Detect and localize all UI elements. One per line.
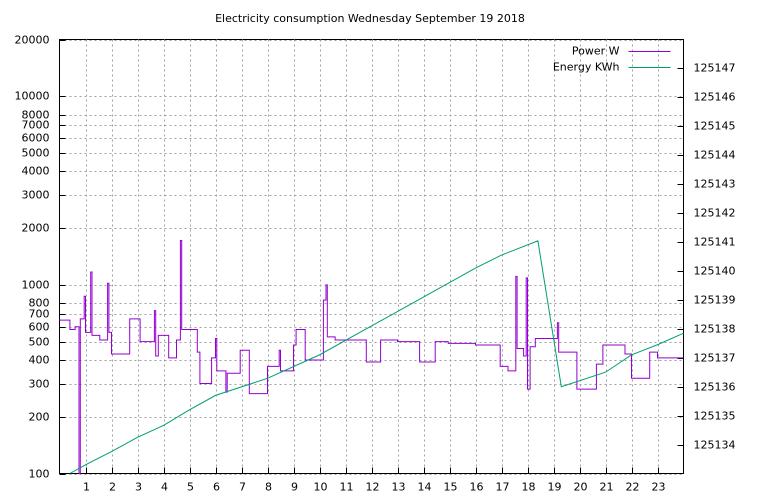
x-tick-label: 1 [83,481,90,494]
y2-tick-label: 125134 [694,439,736,452]
y-tick-label: 6000 [22,132,50,145]
x-tick-label: 16 [470,481,484,494]
y-tick-label: 400 [29,354,50,367]
y2-tick-label: 125145 [694,120,736,133]
x-tick-label: 3 [135,481,142,494]
y-tick-label: 1000 [22,279,50,292]
x-tick-label: 19 [548,481,562,494]
y-tick-label: 2000 [22,222,50,235]
y-tick-label: 3000 [22,189,50,202]
x-tick-label: 8 [265,481,272,494]
y-tick-label: 700 [29,308,50,321]
y2-tick-label: 125137 [694,352,736,365]
x-tick-label: 6 [213,481,220,494]
y2-tick-label: 125143 [694,178,736,191]
x-tick-label: 10 [314,481,328,494]
y-tick-label: 800 [29,297,50,310]
y2-tick-label: 125138 [694,323,736,336]
x-tick-label: 14 [418,481,432,494]
x-tick-label: 15 [444,481,458,494]
x-tick-label: 13 [392,481,406,494]
y2-tick-label: 125144 [694,149,736,162]
y-tick-label: 200 [29,411,50,424]
y2-tick-label: 125139 [694,294,736,307]
x-tick-label: 2 [109,481,116,494]
series-line [69,240,684,474]
y2-tick-label: 125142 [694,207,736,220]
x-tick-label: 18 [522,481,536,494]
y-tick-label: 10000 [15,90,50,103]
y-tick-label: 600 [29,321,50,334]
y-tick-label: 100 [29,468,50,481]
y2-tick-label: 125141 [694,236,736,249]
x-tick-label: 12 [366,481,380,494]
y-tick-label: 5000 [22,147,50,160]
y-tick-label: 500 [29,336,50,349]
y-tick-label: 4000 [22,165,50,178]
x-tick-label: 11 [340,481,354,494]
x-tick-label: 7 [239,481,246,494]
x-tick-label: 20 [574,481,588,494]
legend-label: Energy KWh [553,61,620,74]
y2-tick-label: 125146 [694,91,736,104]
y-tick-label: 20000 [15,34,50,47]
x-tick-label: 21 [600,481,614,494]
x-tick-label: 22 [626,481,640,494]
legend-label: Power W [572,45,620,58]
y2-tick-label: 125140 [694,265,736,278]
x-tick-label: 23 [652,481,666,494]
plot-frame [59,39,684,474]
chart-title: Electricity consumption Wednesday Septem… [215,12,525,25]
y2-tick-label: 125136 [694,381,736,394]
x-tick-label: 5 [187,481,194,494]
series-line [59,239,684,474]
y2-tick-label: 125147 [694,62,736,75]
x-tick-label: 9 [291,481,298,494]
y-tick-label: 8000 [22,109,50,122]
x-tick-label: 17 [496,481,510,494]
y-tick-label: 300 [29,378,50,391]
y-tick-label: 7000 [22,119,50,132]
x-tick-label: 4 [161,481,168,494]
y2-tick-label: 125135 [694,410,736,423]
